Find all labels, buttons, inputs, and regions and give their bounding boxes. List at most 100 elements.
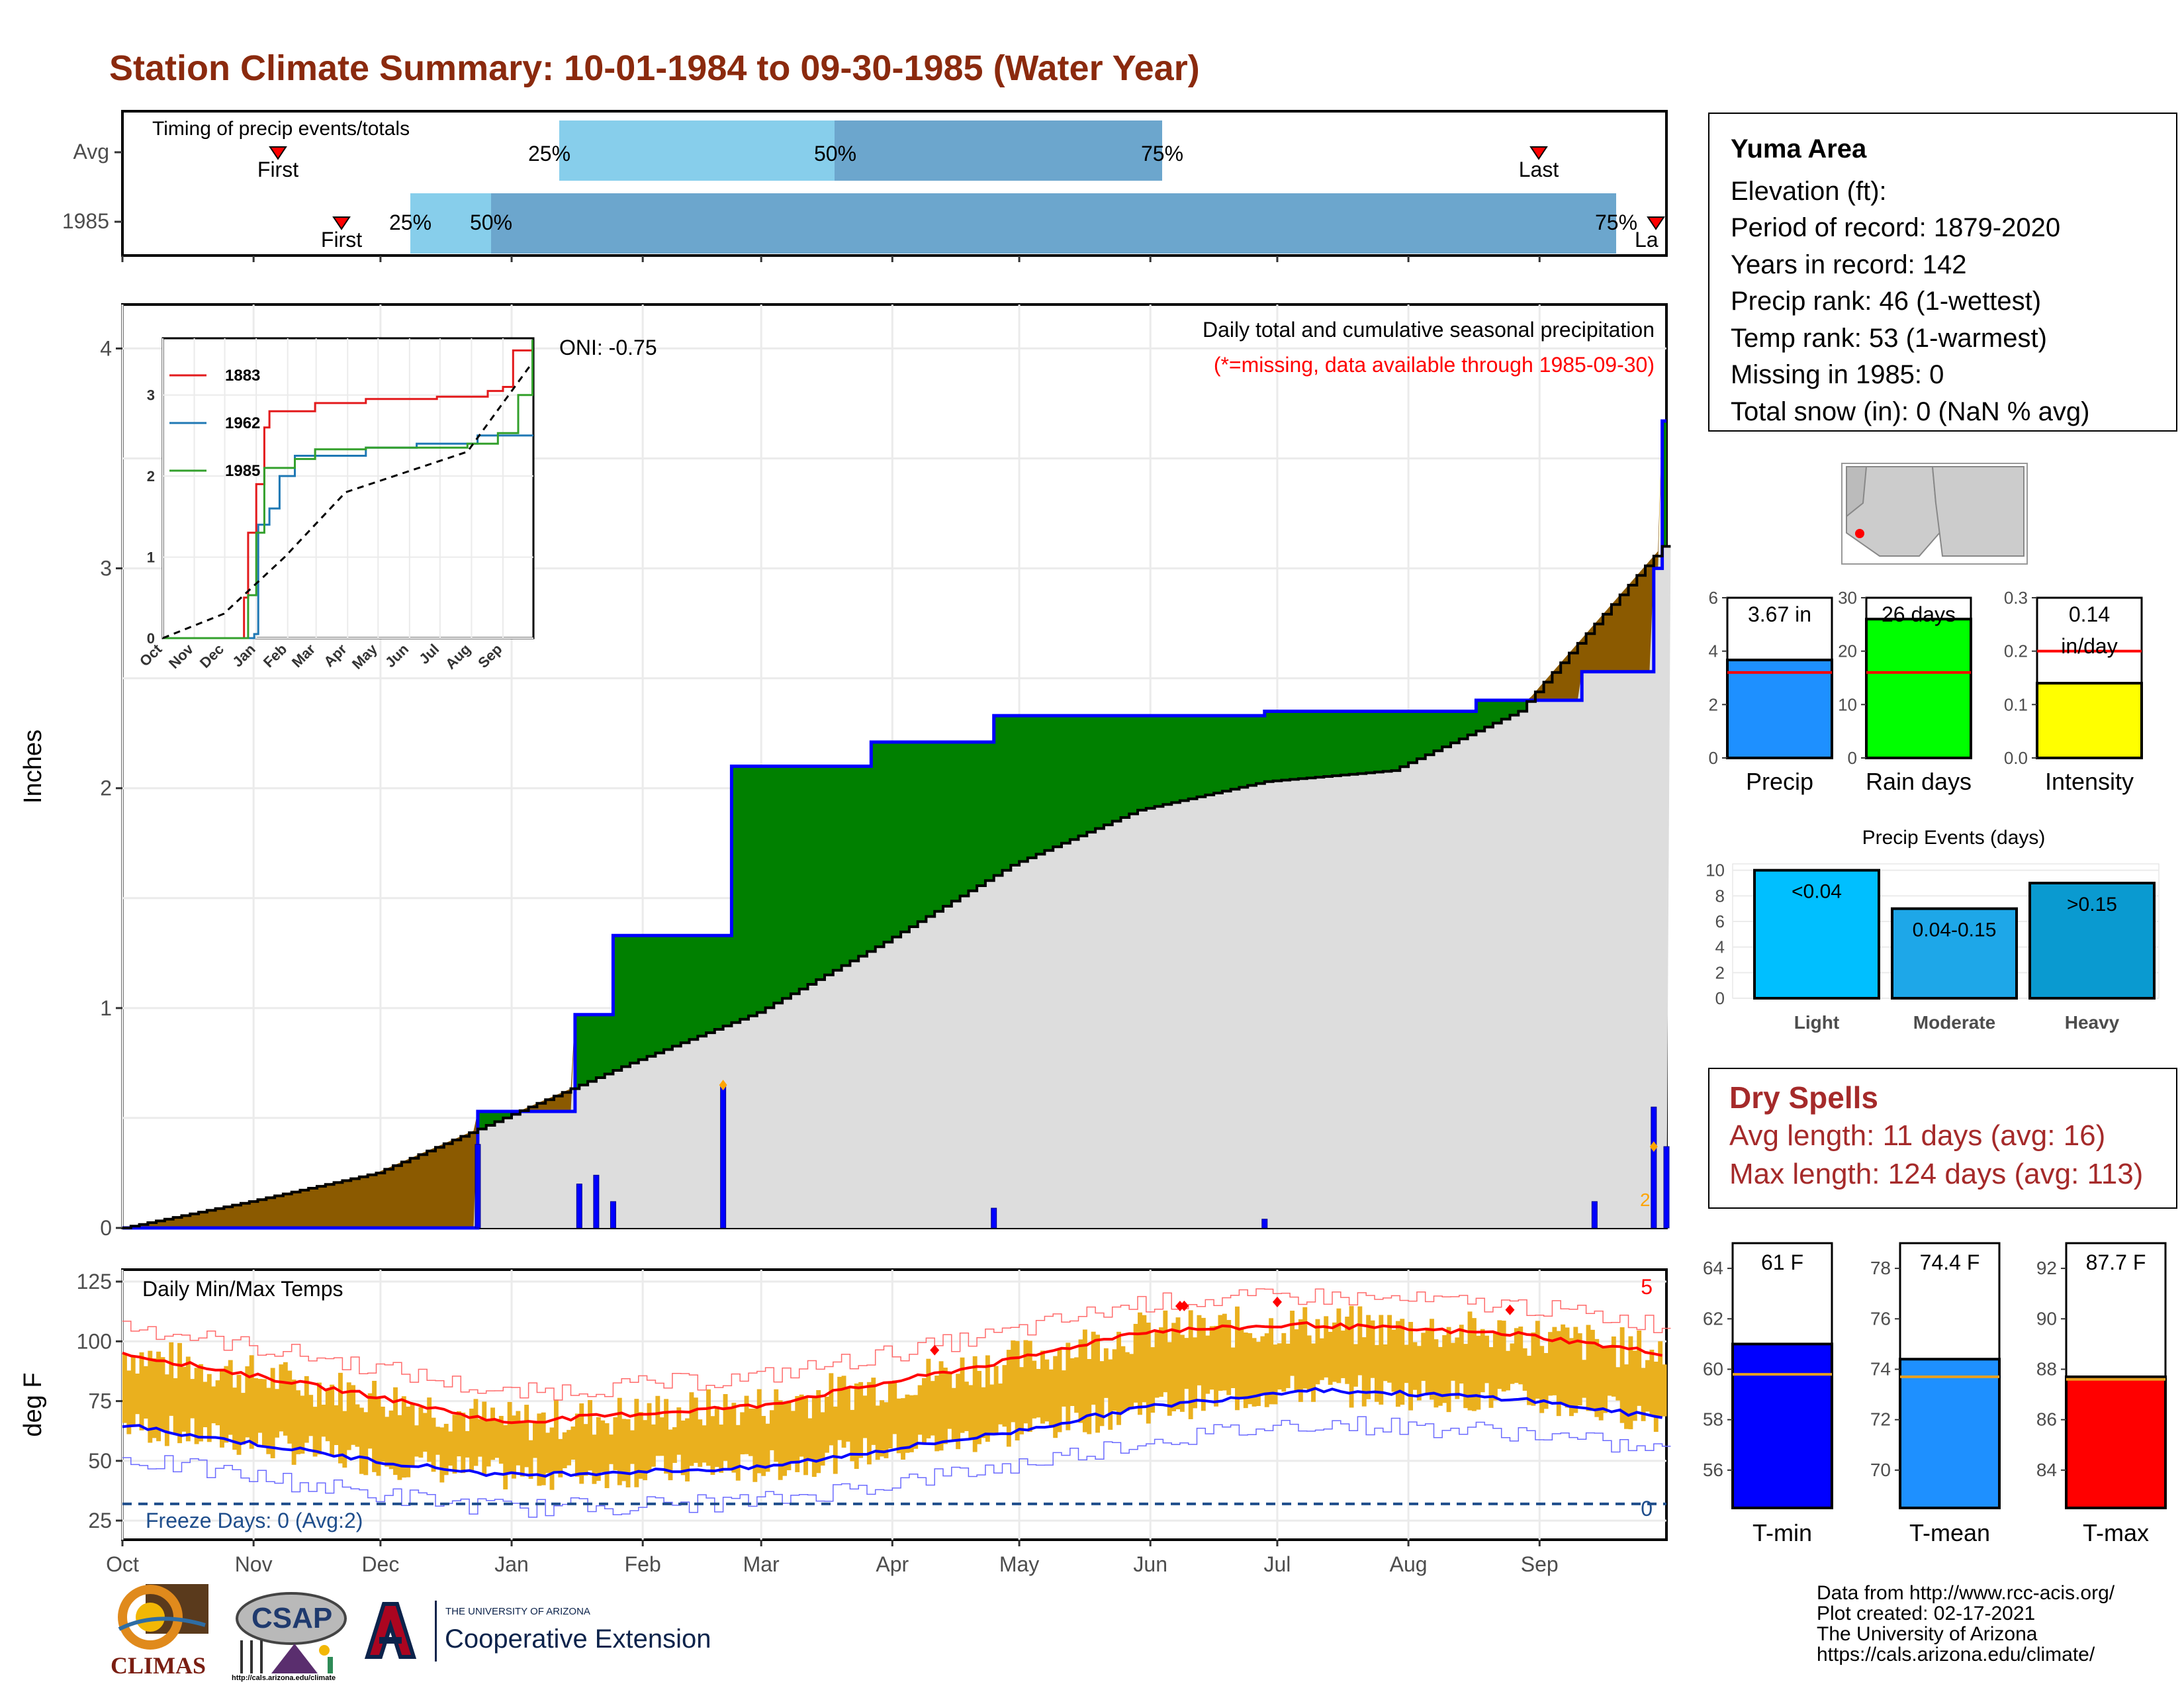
events-range-label: >0.15 <box>2067 894 2117 915</box>
daily-temp-bar <box>439 1427 445 1483</box>
daily-temp-bar <box>253 1378 259 1444</box>
daily-temp-bar <box>346 1382 351 1450</box>
precip-ytick-label: 0 <box>100 1216 112 1240</box>
inset-series-1883 <box>163 349 533 639</box>
daily-temp-bar <box>1324 1316 1329 1378</box>
daily-temp-bar <box>443 1423 449 1476</box>
daily-temp-bar <box>228 1360 233 1435</box>
avg-p75: 75% <box>1141 142 1183 165</box>
y1985-p50: 50% <box>470 211 512 234</box>
temp-value-bar <box>2065 1375 2167 1510</box>
temp-bar-value-label: 61 F <box>1761 1250 1803 1274</box>
daily-temp-bar <box>1463 1344 1469 1409</box>
daily-temp-bar <box>951 1387 956 1441</box>
station-snow: Total snow (in): 0 (NaN % avg) <box>1731 397 2090 426</box>
daily-temp-bar <box>680 1420 686 1476</box>
daily-temp-bar <box>1108 1359 1113 1430</box>
mini-value-bar <box>1726 658 1833 760</box>
daily-temp-bar <box>630 1430 635 1464</box>
daily-temp-bar <box>1543 1352 1549 1409</box>
daily-temp-bar <box>1539 1346 1545 1413</box>
daily-temp-bar <box>211 1386 216 1424</box>
daily-temp-bar <box>837 1376 842 1440</box>
daily-temp-bar <box>1078 1339 1083 1423</box>
ua-small-text: THE UNIVERSITY OF ARIZONA <box>445 1606 590 1617</box>
daily-temp-bar <box>1607 1347 1612 1396</box>
daily-temp-bar <box>1556 1331 1561 1417</box>
daily-temp-bar <box>811 1397 817 1477</box>
daily-temp-bar <box>427 1397 432 1462</box>
avg-p50: 50% <box>814 142 856 165</box>
daily-temp-bar <box>1281 1333 1287 1392</box>
daily-temp-bar <box>498 1415 504 1464</box>
daily-temp-bar <box>279 1364 284 1432</box>
daily-temp-bar <box>1255 1342 1261 1407</box>
cumulative-1985-line <box>122 419 1666 1230</box>
daily-temp-bar <box>672 1427 677 1463</box>
mini-value-label: 3.67 in <box>1748 602 1811 626</box>
csap-text: CSAP <box>251 1602 333 1634</box>
daily-temp-bar <box>786 1401 792 1471</box>
daily-temp-bar <box>317 1382 322 1455</box>
daily-temp-bar <box>782 1403 788 1476</box>
temp-bar-value-label: 74.4 F <box>1920 1250 1980 1274</box>
daily-temp-bar <box>604 1423 610 1489</box>
mini-value-bar <box>2036 682 2143 759</box>
mini-ytick-label: 4 <box>1709 641 1718 661</box>
daily-temp-bar <box>312 1407 318 1457</box>
timing-row-1985: 1985 <box>62 209 109 233</box>
daily-temp-bar <box>1548 1332 1553 1396</box>
daily-temp-bar <box>1036 1368 1041 1418</box>
daily-temp-bar <box>1577 1333 1582 1406</box>
daily-temp-bar <box>431 1417 436 1472</box>
temp-ytick-label: 25 <box>88 1509 112 1532</box>
daily-temp-bar <box>422 1413 428 1452</box>
temp-bar-label: T-max <box>2083 1519 2149 1546</box>
daily-temp-bar <box>1179 1335 1185 1412</box>
daily-temp-bar <box>825 1396 829 1453</box>
temp-bar-ytick-label: 86 <box>2036 1409 2057 1430</box>
daily-temp-bar <box>1518 1326 1524 1385</box>
temp-bar-ytick-label: 84 <box>2036 1460 2057 1480</box>
daily-temp-bar <box>338 1372 343 1464</box>
y1985-p25: 25% <box>389 211 432 234</box>
daily-temp-bar <box>790 1411 796 1463</box>
daily-temp-bar <box>372 1380 377 1472</box>
daily-temp-bar <box>130 1357 136 1427</box>
daily-temp-bar <box>1565 1327 1570 1408</box>
daily-temp-bar <box>1264 1333 1269 1407</box>
month-tick-label: Nov <box>235 1552 273 1576</box>
daily-temp-bar <box>723 1393 728 1461</box>
daily-temp-bar <box>325 1389 330 1442</box>
precip-events-chart: Precip Events (days) 0 2 4 6 8 10 <0.04 Light 0.0… <box>1706 827 2160 1033</box>
avg-last-marker <box>1529 146 1548 160</box>
daily-temp-bar <box>1476 1335 1481 1410</box>
daily-precip-bar <box>991 1207 997 1229</box>
daily-temp-bar <box>1197 1315 1202 1385</box>
daily-temp-bar <box>1171 1323 1177 1411</box>
daily-temp-bar <box>934 1376 940 1452</box>
daily-temp-bar <box>1408 1321 1413 1411</box>
credit-line-3: The University of Arizona <box>1817 1623 2038 1645</box>
daily-temp-bar <box>1163 1310 1168 1393</box>
daily-temp-bar <box>537 1413 542 1486</box>
temp-bar-ytick-label: 92 <box>2036 1258 2057 1278</box>
daily-temp-bar <box>1222 1313 1227 1391</box>
month-tick-label: Jun <box>1133 1552 1167 1576</box>
daily-temp-bar <box>135 1374 140 1415</box>
daily-temp-bar <box>1506 1350 1511 1391</box>
daily-temp-bar <box>359 1407 364 1474</box>
temp-bar-t-mean: 70 72 74 76 78 74.4 F T-mean <box>1870 1242 2001 1546</box>
daily-temp-bar <box>1421 1333 1426 1382</box>
daily-temp-bar <box>1311 1343 1316 1402</box>
daily-temp-bar <box>512 1415 516 1479</box>
daily-temp-bar <box>1158 1327 1163 1397</box>
daily-temp-bar <box>1632 1350 1637 1421</box>
daily-temp-bar <box>283 1362 288 1436</box>
daily-temp-bar <box>956 1374 961 1450</box>
daily-temp-bar <box>702 1425 707 1463</box>
daily-temp-bar <box>1603 1346 1608 1413</box>
daily-temp-bar <box>156 1351 161 1442</box>
daily-temp-bar <box>334 1405 339 1446</box>
daily-temp-bar <box>985 1355 990 1442</box>
